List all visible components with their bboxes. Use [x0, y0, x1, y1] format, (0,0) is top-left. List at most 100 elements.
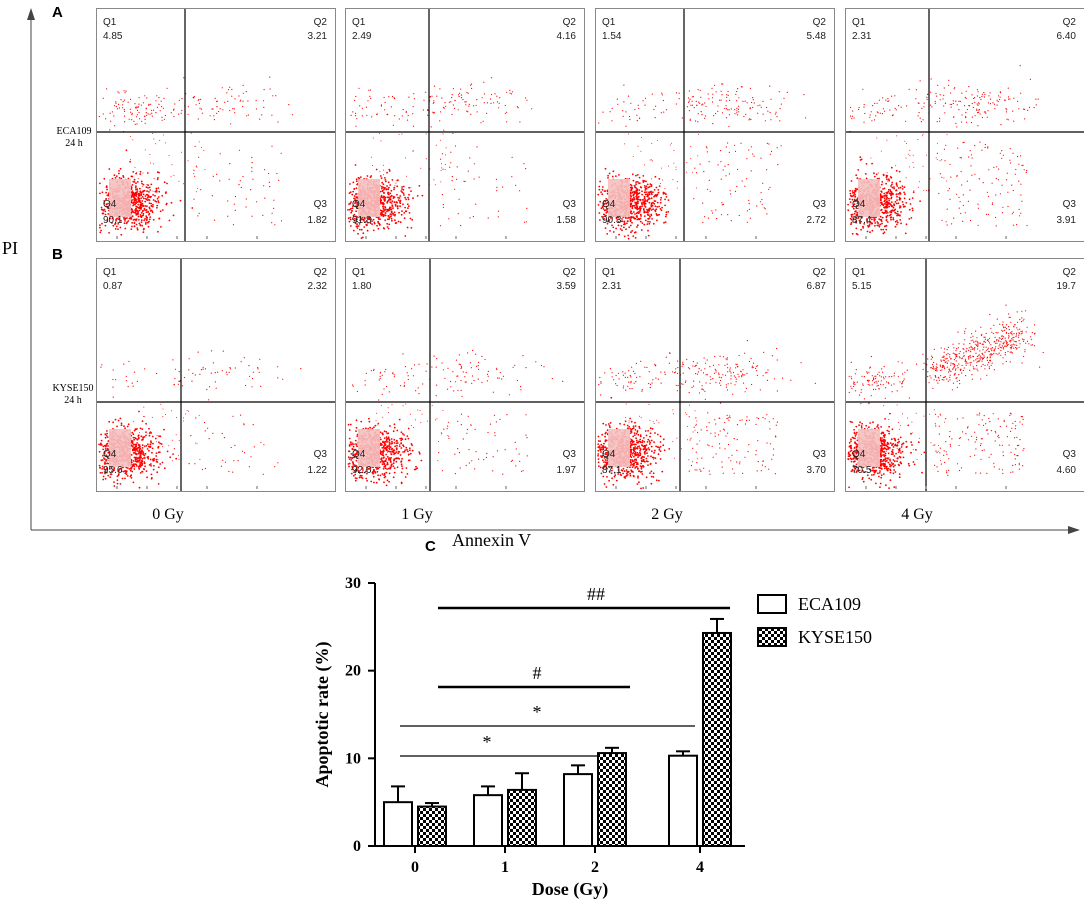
flow-plot-eca109-3: Q1 2.31 Q2 6.40 Q4 87.4 Q3 3.91	[845, 8, 1084, 242]
bar-kyse150-4	[702, 631, 732, 847]
flow-plot-eca109-0: Q1 4.85 Q2 3.21 Q4 90.1 Q3 1.82	[96, 8, 336, 242]
quadrant-q4-value: 90.1	[103, 215, 123, 226]
row-label-eca109: ECA109 24 h	[52, 126, 96, 150]
significance-label: ##	[587, 584, 605, 604]
quadrant-q1-value: 2.31	[602, 281, 622, 292]
bar-eca109-0	[383, 801, 413, 848]
quadrant-q3-label: Q3	[812, 449, 826, 460]
x-tick-label: 0	[411, 859, 419, 876]
quadrant-q4-value: 87.1	[602, 465, 622, 476]
quadrant-q1-value: 1.54	[602, 31, 622, 42]
quadrant-q2-value: 2.32	[307, 281, 327, 292]
bar-eca109-2	[563, 773, 593, 847]
quadrant-q3-label: Q3	[1062, 449, 1076, 460]
quadrant-q3-value: 3.91	[1056, 215, 1076, 226]
quadrant-q1-label: Q1	[852, 267, 866, 278]
quadrant-q1-label: Q1	[352, 267, 366, 278]
quadrant-q4-label: Q4	[602, 199, 616, 210]
bar-kyse150-1	[507, 788, 537, 847]
quadrant-q3-value: 3.70	[806, 465, 826, 476]
bar-eca109-1	[473, 794, 503, 848]
flow-plot-eca109-1: Q1 2.49 Q2 4.16 Q4 91.8 Q3 1.58	[345, 8, 585, 242]
bar-eca109-4	[668, 754, 698, 848]
x-axis-label-annexin: Annexin V	[452, 530, 532, 550]
quadrant-q2-label: Q2	[812, 17, 826, 28]
quadrant-q4-label: Q4	[103, 449, 117, 460]
q4-gate-marker	[109, 429, 131, 467]
quadrant-q4-label: Q4	[602, 449, 616, 460]
quadrant-q1-label: Q1	[103, 267, 117, 278]
quadrant-q4-value: 95.6	[103, 465, 123, 476]
x-tick-label: 2	[591, 859, 599, 876]
legend-label-kyse150: KYSE150	[798, 627, 872, 647]
quadrant-q3-label: Q3	[313, 449, 327, 460]
quadrant-q1-value: 5.15	[852, 281, 872, 292]
quadrant-q1-value: 4.85	[103, 31, 123, 42]
dose-label-0: 0 Gy	[152, 506, 184, 523]
quadrant-q4-value: 92.6	[352, 465, 372, 476]
quadrant-q1-value: 2.31	[852, 31, 872, 42]
bar-kyse150-0	[417, 805, 447, 848]
quadrant-q1-label: Q1	[352, 17, 366, 28]
quadrant-q3-value: 1.97	[556, 465, 576, 476]
flow-plot-kyse150-0: Q1 0.87 Q2 2.32 Q4 95.6 Q3 1.22	[96, 258, 336, 492]
quadrant-q3-value: 4.60	[1056, 465, 1076, 476]
quadrant-q1-label: Q1	[602, 267, 616, 278]
scatter-events	[597, 340, 816, 490]
dose-label-4: 4 Gy	[901, 506, 933, 523]
y-tick-label: 10	[345, 750, 361, 767]
flow-plot-kyse150-1: Q1 1.80 Q2 3.59 Q4 92.6 Q3 1.97	[345, 258, 585, 492]
quadrant-q1-value: 2.49	[352, 31, 372, 42]
y-tick-label: 30	[345, 575, 361, 592]
row-time: 24 h	[64, 395, 82, 406]
panel-label-a: A	[52, 4, 63, 21]
quadrant-q2-value: 5.48	[806, 31, 826, 42]
quadrant-q2-label: Q2	[812, 267, 826, 278]
quadrant-q2-value: 6.87	[806, 281, 826, 292]
q4-gate-marker	[109, 179, 131, 217]
quadrant-q3-value: 1.82	[307, 215, 327, 226]
quadrant-q2-label: Q2	[562, 267, 576, 278]
quadrant-q4-value: 91.8	[352, 215, 372, 226]
quadrant-q3-label: Q3	[562, 199, 576, 210]
flow-plot-kyse150-2: Q1 2.31 Q2 6.87 Q4 87.1 Q3 3.70	[595, 258, 835, 492]
quadrant-q3-label: Q3	[562, 449, 576, 460]
legend-swatch-eca109	[757, 594, 787, 614]
q4-gate-marker	[858, 179, 880, 217]
q4-gate-marker	[358, 179, 380, 217]
bar-kyse150-2	[597, 752, 627, 847]
q4-gate-marker	[358, 429, 380, 467]
quadrant-q2-label: Q2	[313, 17, 327, 28]
quadrant-q1-label: Q1	[852, 17, 866, 28]
dose-label-1: 1 Gy	[401, 506, 433, 523]
y-axis-label-pi: PI	[2, 238, 19, 258]
quadrant-q4-label: Q4	[852, 449, 866, 460]
q4-gate-marker	[608, 179, 630, 217]
quadrant-q4-value: 87.4	[852, 215, 872, 226]
quadrant-q3-value: 1.58	[556, 215, 576, 226]
panel-label-b: B	[52, 246, 63, 263]
quadrant-q4-label: Q4	[352, 199, 366, 210]
q4-gate-marker	[858, 429, 880, 467]
row-cell-line: ECA109	[56, 126, 92, 137]
significance-label: *	[533, 702, 542, 722]
flow-plot-eca109-2: Q1 1.54 Q2 5.48 Q4 90.3 Q3 2.72	[595, 8, 835, 242]
flow-plot-kyse150-3: Q1 5.15 Q2 19.7 Q4 70.5 Q3 4.60	[845, 258, 1084, 492]
quadrant-q2-label: Q2	[313, 267, 327, 278]
scatter-events	[98, 350, 302, 489]
dose-label-2: 2 Gy	[651, 506, 683, 523]
quadrant-q1-value: 1.80	[352, 281, 372, 292]
x-axis-title: Dose (Gy)	[532, 879, 608, 900]
row-time: 24 h	[65, 138, 83, 149]
quadrant-q2-value: 4.16	[556, 31, 576, 42]
panel-label-c: C	[425, 538, 436, 555]
quadrant-q3-label: Q3	[1062, 199, 1076, 210]
quadrant-q3-label: Q3	[313, 199, 327, 210]
quadrant-q4-label: Q4	[852, 199, 866, 210]
quadrant-q2-label: Q2	[1062, 17, 1076, 28]
row-label-kyse150: KYSE150 24 h	[49, 383, 97, 407]
quadrant-q2-value: 3.59	[556, 281, 576, 292]
quadrant-q2-value: 19.7	[1056, 281, 1076, 292]
row-cell-line: KYSE150	[52, 383, 94, 394]
